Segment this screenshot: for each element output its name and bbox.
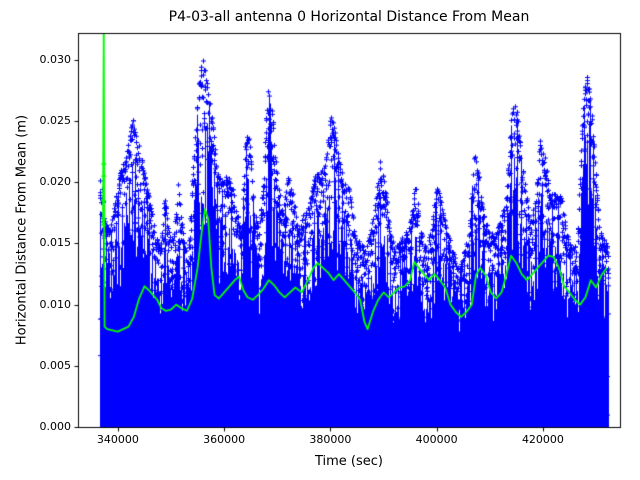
- y-tick-label: 0.005: [39, 358, 72, 372]
- y-tick-label: 0.010: [39, 297, 72, 311]
- y-tick-label: 0.025: [39, 114, 72, 128]
- x-tick-label: 360000: [203, 433, 246, 446]
- x-tick-label: 420000: [521, 433, 564, 446]
- x-axis-label: Time (sec): [314, 454, 383, 469]
- x-tick-label: 400000: [415, 433, 458, 446]
- chart-title: P4-03-all antenna 0 Horizontal Distance …: [168, 9, 530, 25]
- y-tick-label: 0.030: [39, 52, 72, 66]
- y-tick-label: 0.000: [39, 420, 72, 433]
- y-tick-label: 0.015: [39, 236, 72, 250]
- x-tick-label: 380000: [309, 433, 352, 446]
- y-tick-label: 0.020: [39, 175, 72, 189]
- x-tick-label: 340000: [96, 433, 139, 446]
